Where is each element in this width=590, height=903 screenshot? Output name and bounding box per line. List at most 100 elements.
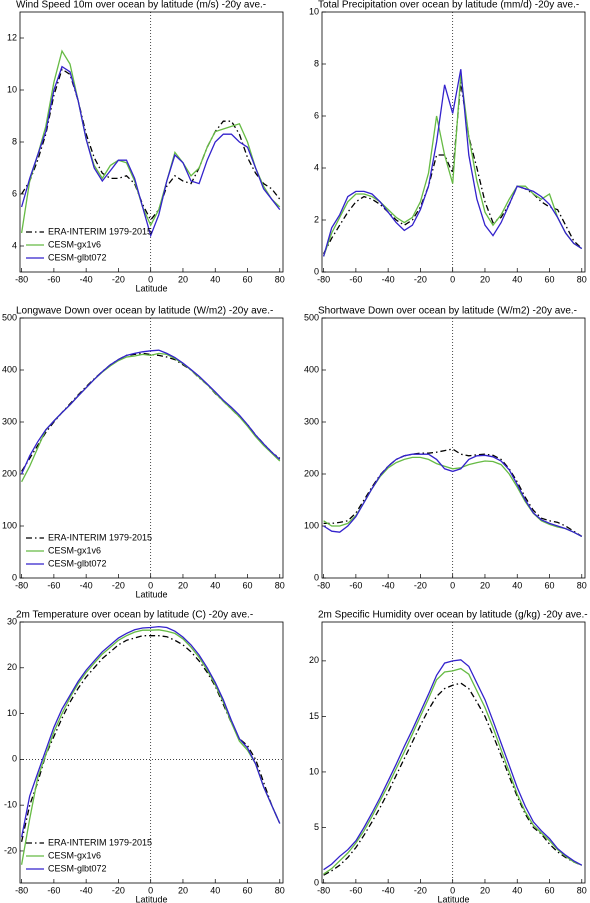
y-tick-label: 0 <box>314 266 319 276</box>
x-tick-label: -60 <box>47 580 60 590</box>
y-tick-label: 10 <box>309 6 319 16</box>
legend-label: ERA-INTERIM 1979-2015 <box>48 226 152 236</box>
y-tick-label: 8 <box>12 136 17 146</box>
series-line <box>323 453 583 537</box>
series-line <box>20 629 281 865</box>
chart-title: Total Precipitation over ocean by latitu… <box>318 0 579 11</box>
x-tick-label: -60 <box>47 274 60 284</box>
x-tick-label: 0 <box>450 885 455 895</box>
x-axis-label: Latitude <box>135 283 167 293</box>
series-line <box>21 68 281 222</box>
y-tick-label: 10 <box>7 708 17 718</box>
y-tick-label: 300 <box>304 416 319 426</box>
x-tick-label: 80 <box>275 885 285 895</box>
x-tick-label: 40 <box>210 274 220 284</box>
x-tick-label: -20 <box>112 580 125 590</box>
x-tick-label: -80 <box>15 274 28 284</box>
x-axis-label: Latitude <box>135 589 167 599</box>
plot-frame <box>321 11 586 273</box>
y-tick-label: 6 <box>314 110 319 120</box>
y-tick-label: 200 <box>2 468 17 478</box>
series-line <box>21 349 281 475</box>
y-tick-label: 100 <box>304 520 319 530</box>
x-tick-label: 0 <box>450 274 455 284</box>
x-tick-label: 40 <box>210 885 220 895</box>
y-tick-label: 4 <box>12 240 17 250</box>
series-line <box>20 65 281 238</box>
series-line <box>323 456 583 537</box>
y-tick-label: 2 <box>314 214 319 224</box>
plot-frame <box>321 621 586 884</box>
x-tick-label: 20 <box>178 274 188 284</box>
legend-label: CESM-gx1v6 <box>48 239 101 249</box>
series-line <box>322 74 583 257</box>
x-tick-label: -40 <box>80 885 93 895</box>
x-tick-label: 80 <box>275 274 285 284</box>
x-tick-label: 0 <box>148 580 153 590</box>
x-tick-label: -20 <box>414 580 427 590</box>
x-tick-label: -40 <box>80 274 93 284</box>
y-tick-label: 5 <box>314 822 319 832</box>
x-tick-label: 20 <box>178 885 188 895</box>
x-axis-label: Latitude <box>135 894 167 903</box>
y-tick-label: 500 <box>304 312 319 322</box>
x-tick-label: 80 <box>577 274 587 284</box>
x-tick-label: -40 <box>382 885 395 895</box>
y-tick-label: 0 <box>12 572 17 582</box>
legend-label: CESM-glbt072 <box>48 863 107 873</box>
x-tick-label: -40 <box>382 274 395 284</box>
x-tick-label: 20 <box>480 885 490 895</box>
y-tick-label: 500 <box>2 312 17 322</box>
y-tick-label: 30 <box>7 616 17 626</box>
x-tick-label: 60 <box>544 580 554 590</box>
x-tick-label: 0 <box>450 580 455 590</box>
legend-label: CESM-glbt072 <box>48 252 107 262</box>
y-tick-label: -10 <box>4 800 17 810</box>
y-tick-label: 20 <box>7 662 17 672</box>
series-line <box>323 448 583 537</box>
x-tick-label: -20 <box>112 885 125 895</box>
x-tick-label: 20 <box>480 274 490 284</box>
chart-title: 2m Specific Humidity over ocean by latit… <box>318 610 588 621</box>
x-axis-label: Latitude <box>437 894 469 903</box>
x-tick-label: 60 <box>242 580 252 590</box>
x-tick-label: -20 <box>112 274 125 284</box>
series-line <box>322 69 583 257</box>
legend-label: CESM-gx1v6 <box>48 850 101 860</box>
series-line <box>20 635 281 842</box>
x-tick-label: 80 <box>577 885 587 895</box>
series-line <box>323 682 583 876</box>
x-tick-label: -20 <box>414 885 427 895</box>
y-tick-label: 100 <box>2 520 17 530</box>
x-tick-label: -60 <box>47 885 60 895</box>
legend-label: CESM-gx1v6 <box>48 545 101 555</box>
x-tick-label: 20 <box>480 580 490 590</box>
legend-label: ERA-INTERIM 1979-2015 <box>48 532 152 542</box>
x-tick-label: 0 <box>148 274 153 284</box>
x-tick-label: 40 <box>210 580 220 590</box>
x-tick-label: 60 <box>242 274 252 284</box>
x-tick-label: 80 <box>577 580 587 590</box>
x-tick-label: -60 <box>349 885 362 895</box>
legend-label: ERA-INTERIM 1979-2015 <box>48 837 152 847</box>
x-tick-label: 60 <box>544 274 554 284</box>
x-tick-label: 40 <box>512 274 522 284</box>
x-tick-label: -60 <box>349 580 362 590</box>
x-tick-label: 40 <box>512 885 522 895</box>
x-tick-label: 60 <box>544 885 554 895</box>
y-tick-label: 0 <box>314 572 319 582</box>
x-tick-label: -20 <box>414 274 427 284</box>
y-tick-label: 12 <box>7 32 17 42</box>
y-tick-label: 6 <box>12 188 17 198</box>
y-tick-label: 8 <box>314 58 319 68</box>
x-tick-label: 80 <box>275 580 285 590</box>
chart-title: Wind Speed 10m over ocean by latitude (m… <box>16 0 266 11</box>
series-line <box>323 667 583 875</box>
y-tick-label: 0 <box>314 877 319 887</box>
x-tick-label: -80 <box>317 885 330 895</box>
y-tick-label: 200 <box>304 468 319 478</box>
y-tick-label: 400 <box>2 364 17 374</box>
plot-frame <box>321 317 586 579</box>
x-tick-label: -60 <box>349 274 362 284</box>
